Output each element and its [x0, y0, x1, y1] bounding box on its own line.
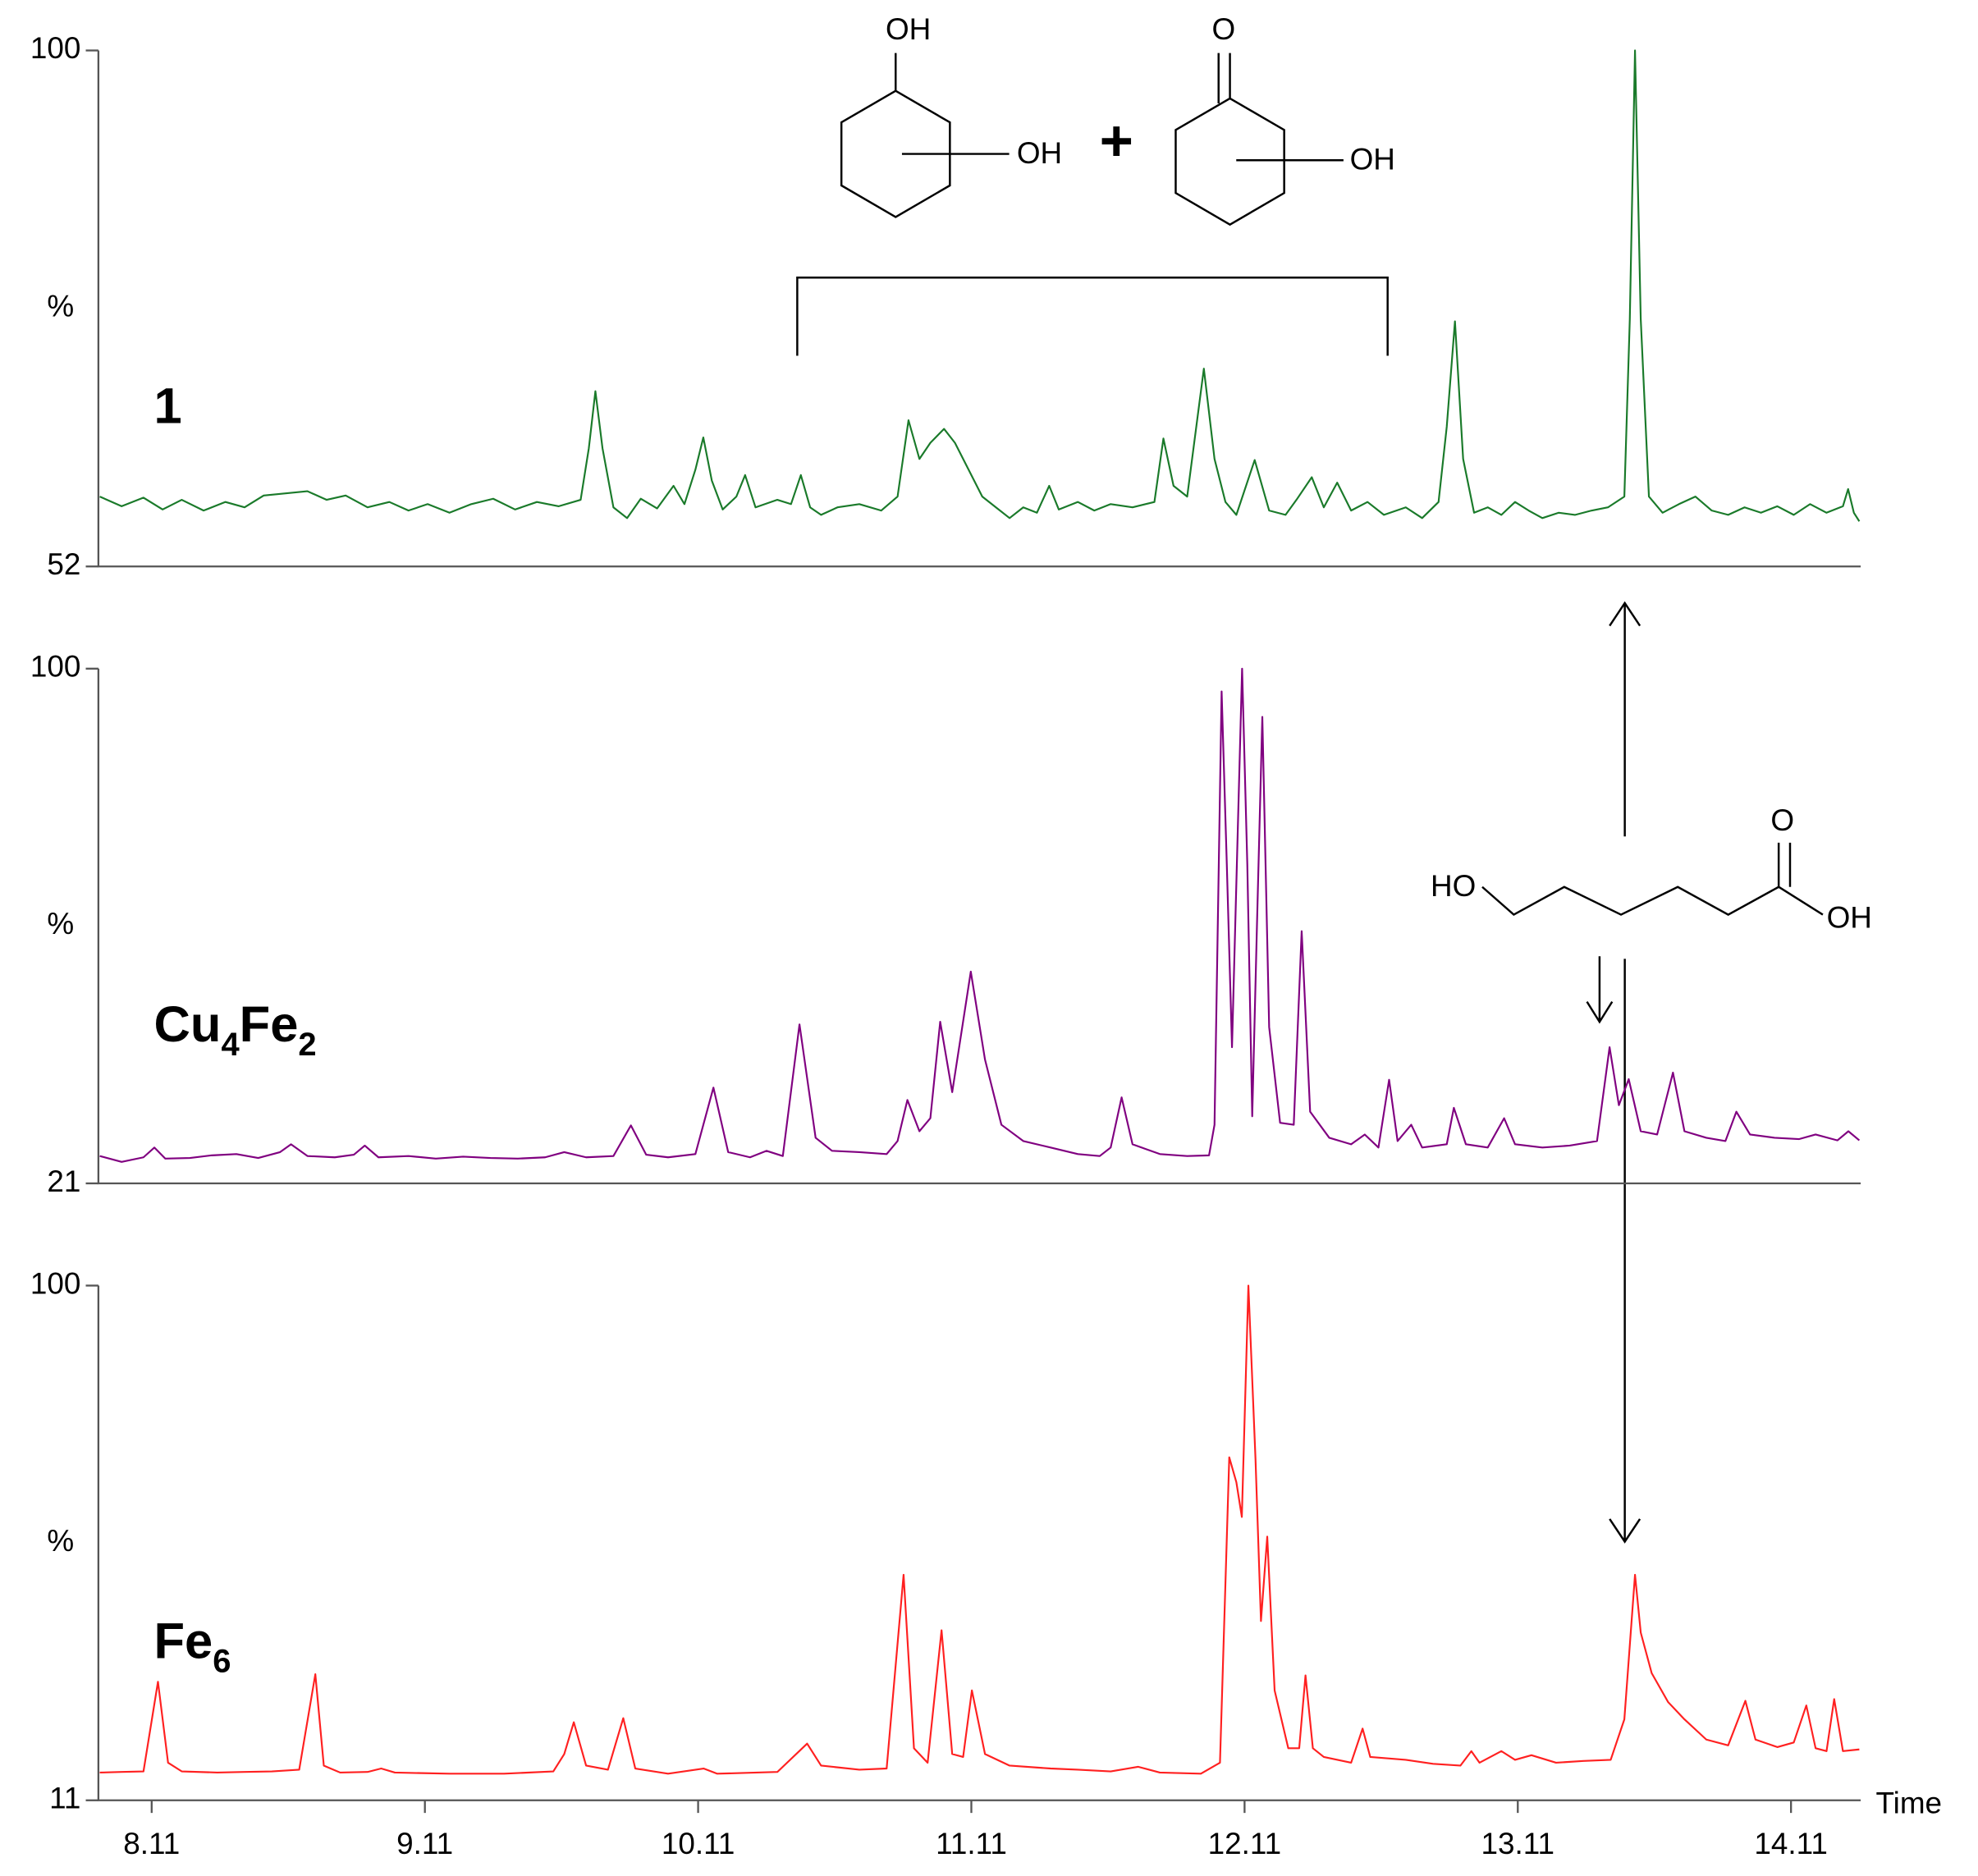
y-axis-label: % [47, 290, 74, 323]
trace [99, 49, 1861, 522]
x-tick-label: 9.11 [396, 1827, 453, 1860]
y-tick-label: 11 [49, 1782, 80, 1815]
diol-oh-side: OH [1017, 136, 1062, 170]
diol-ring [840, 53, 1010, 218]
x-tick-label: 8.11 [123, 1827, 180, 1860]
x-tick-label: 11.11 [936, 1827, 1007, 1860]
x-tick-label: 10.11 [662, 1827, 735, 1860]
axis-line [97, 1285, 1861, 1801]
trace [99, 667, 1861, 1163]
diol-oh-top: OH [886, 12, 931, 46]
y-tick-label: 100 [30, 31, 81, 65]
y-axis-label: % [47, 1524, 74, 1558]
y-tick-label: 100 [30, 1266, 81, 1300]
y-axis-label: % [47, 907, 74, 940]
y-tick-label: 52 [47, 547, 80, 581]
sample-label-part: 4 [221, 1026, 239, 1062]
sample-label-part: 6 [213, 1643, 231, 1679]
sample-label-part: 1 [154, 378, 182, 435]
x-tick-label: 14.11 [1754, 1827, 1828, 1860]
axis-line [97, 668, 1861, 1185]
y-tick-label: 21 [47, 1164, 80, 1198]
trace [99, 1284, 1860, 1775]
bracket [796, 276, 1389, 356]
ketol-oh: OH [1350, 143, 1395, 176]
arrow-up [1609, 601, 1641, 837]
sample-label: Cu4Fe2 [154, 996, 317, 1062]
x-tick-label: 12.11 [1208, 1827, 1282, 1860]
acid-chain [1481, 842, 1824, 917]
ketol-o: O [1212, 12, 1236, 46]
ketol-ring [1174, 53, 1344, 226]
x-axis-label: Time [1876, 1787, 1943, 1820]
acid-oh: OH [1827, 900, 1872, 934]
x-tick-label: 13.11 [1481, 1827, 1555, 1860]
sample-label: Fe6 [154, 1613, 231, 1679]
sample-label-part: Cu [154, 996, 222, 1053]
sample-label: 1 [154, 378, 182, 435]
arrow-small [1586, 956, 1614, 1024]
acid-o: O [1770, 803, 1794, 837]
structures: OH OH + O OH HO O OH [796, 12, 1872, 1544]
y-tick-label: 100 [30, 650, 81, 684]
plus: + [1100, 108, 1133, 172]
axis-line [97, 50, 1861, 568]
arrow-down [1609, 959, 1641, 1544]
acid-ho: HO [1431, 869, 1476, 903]
sample-label-part: Fe [154, 1613, 213, 1670]
sample-label-part: 2 [298, 1026, 316, 1062]
sample-label-part: Fe [240, 996, 299, 1053]
